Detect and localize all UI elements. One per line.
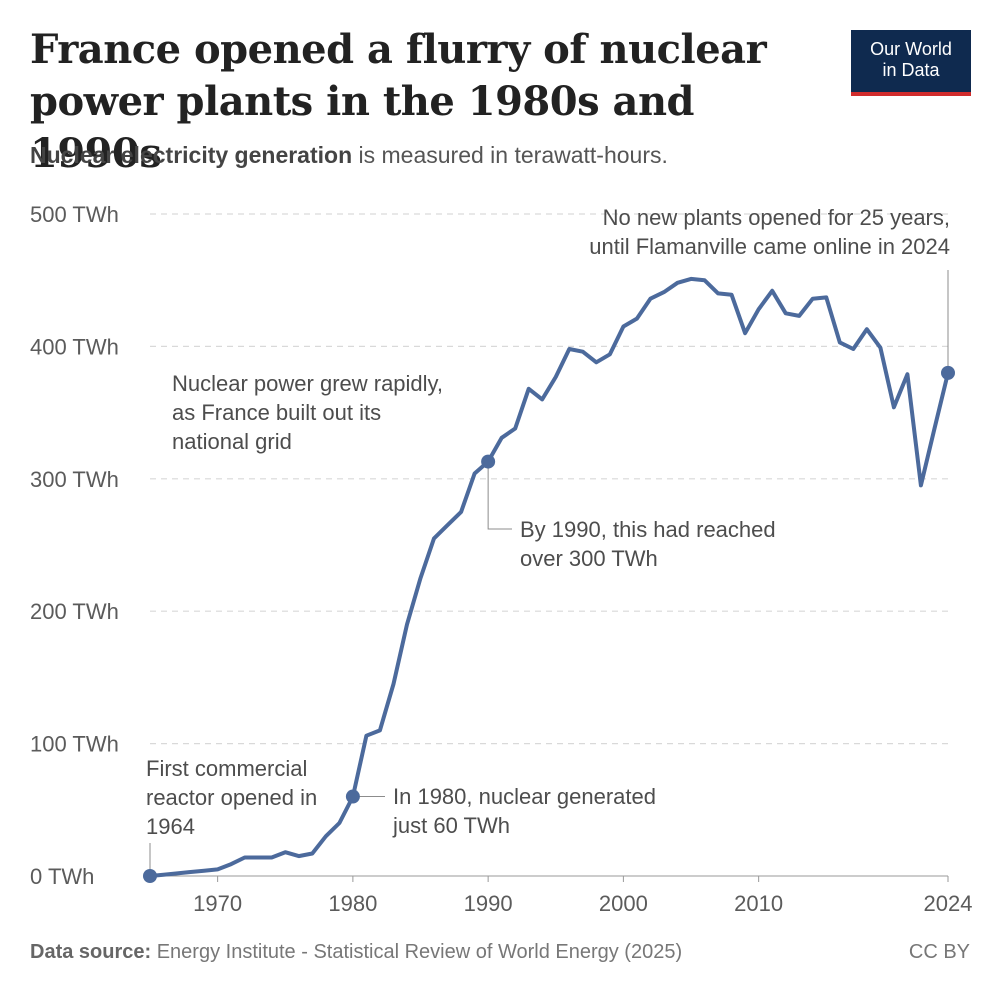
annotation-text: as France built out its <box>172 400 381 425</box>
data-point-marker <box>143 869 157 883</box>
subtitle-bold: Nuclear electricity generation <box>30 142 353 168</box>
source-label: Data source: <box>30 941 152 963</box>
annotation-text: Nuclear power grew rapidly, <box>172 371 443 396</box>
license[interactable]: CC BY <box>908 941 970 963</box>
annotation-text: national grid <box>172 429 292 454</box>
y-tick-label: 100 TWh <box>30 732 119 757</box>
annotation-text: just 60 TWh <box>392 813 510 838</box>
logo-line1: Our World <box>870 39 952 59</box>
annotation-text: First commercial <box>146 756 307 781</box>
data-point-marker <box>345 789 360 804</box>
data-point-marker <box>941 365 955 380</box>
annotation-text: No new plants opened for 25 years, <box>603 205 950 230</box>
annotation-text: In 1980, nuclear generated <box>393 784 656 809</box>
annotation-text: 1964 <box>146 814 195 839</box>
x-tick-label: 2000 <box>599 891 648 916</box>
annotation-text: reactor opened in <box>146 785 317 810</box>
subtitle-rest: is measured in terawatt-hours. <box>352 142 668 168</box>
data-source[interactable]: Data source: Energy Institute - Statisti… <box>30 941 682 964</box>
x-tick-label: 2010 <box>734 891 783 916</box>
x-tick-label: 1990 <box>464 891 513 916</box>
annotation-text: until Flamanville came online in 2024 <box>589 234 950 259</box>
chart-title: France opened a flurry of nuclear power … <box>30 26 767 177</box>
annotation-text: over 300 TWh <box>520 546 658 571</box>
x-tick-label: 1980 <box>328 891 377 916</box>
x-tick-label: 1970 <box>193 891 242 916</box>
logo-line2: in Data <box>882 60 940 80</box>
chart-subtitle: Nuclear electricity generation is measur… <box>30 142 668 169</box>
data-point-marker <box>481 454 496 469</box>
annotation-text: By 1990, this had reached <box>520 517 776 542</box>
x-tick-label: 2024 <box>924 891 973 916</box>
y-tick-label: 400 TWh <box>30 334 119 359</box>
y-tick-label: 500 TWh <box>30 202 119 227</box>
series-line <box>148 276 950 878</box>
source-text: Energy Institute - Statistical Review of… <box>151 941 683 963</box>
owid-logo[interactable]: Our World in Data <box>851 30 971 96</box>
y-tick-label: 200 TWh <box>30 599 119 624</box>
leader-line <box>487 461 512 530</box>
y-tick-label: 0 TWh <box>30 864 94 889</box>
y-tick-label: 300 TWh <box>30 467 119 492</box>
